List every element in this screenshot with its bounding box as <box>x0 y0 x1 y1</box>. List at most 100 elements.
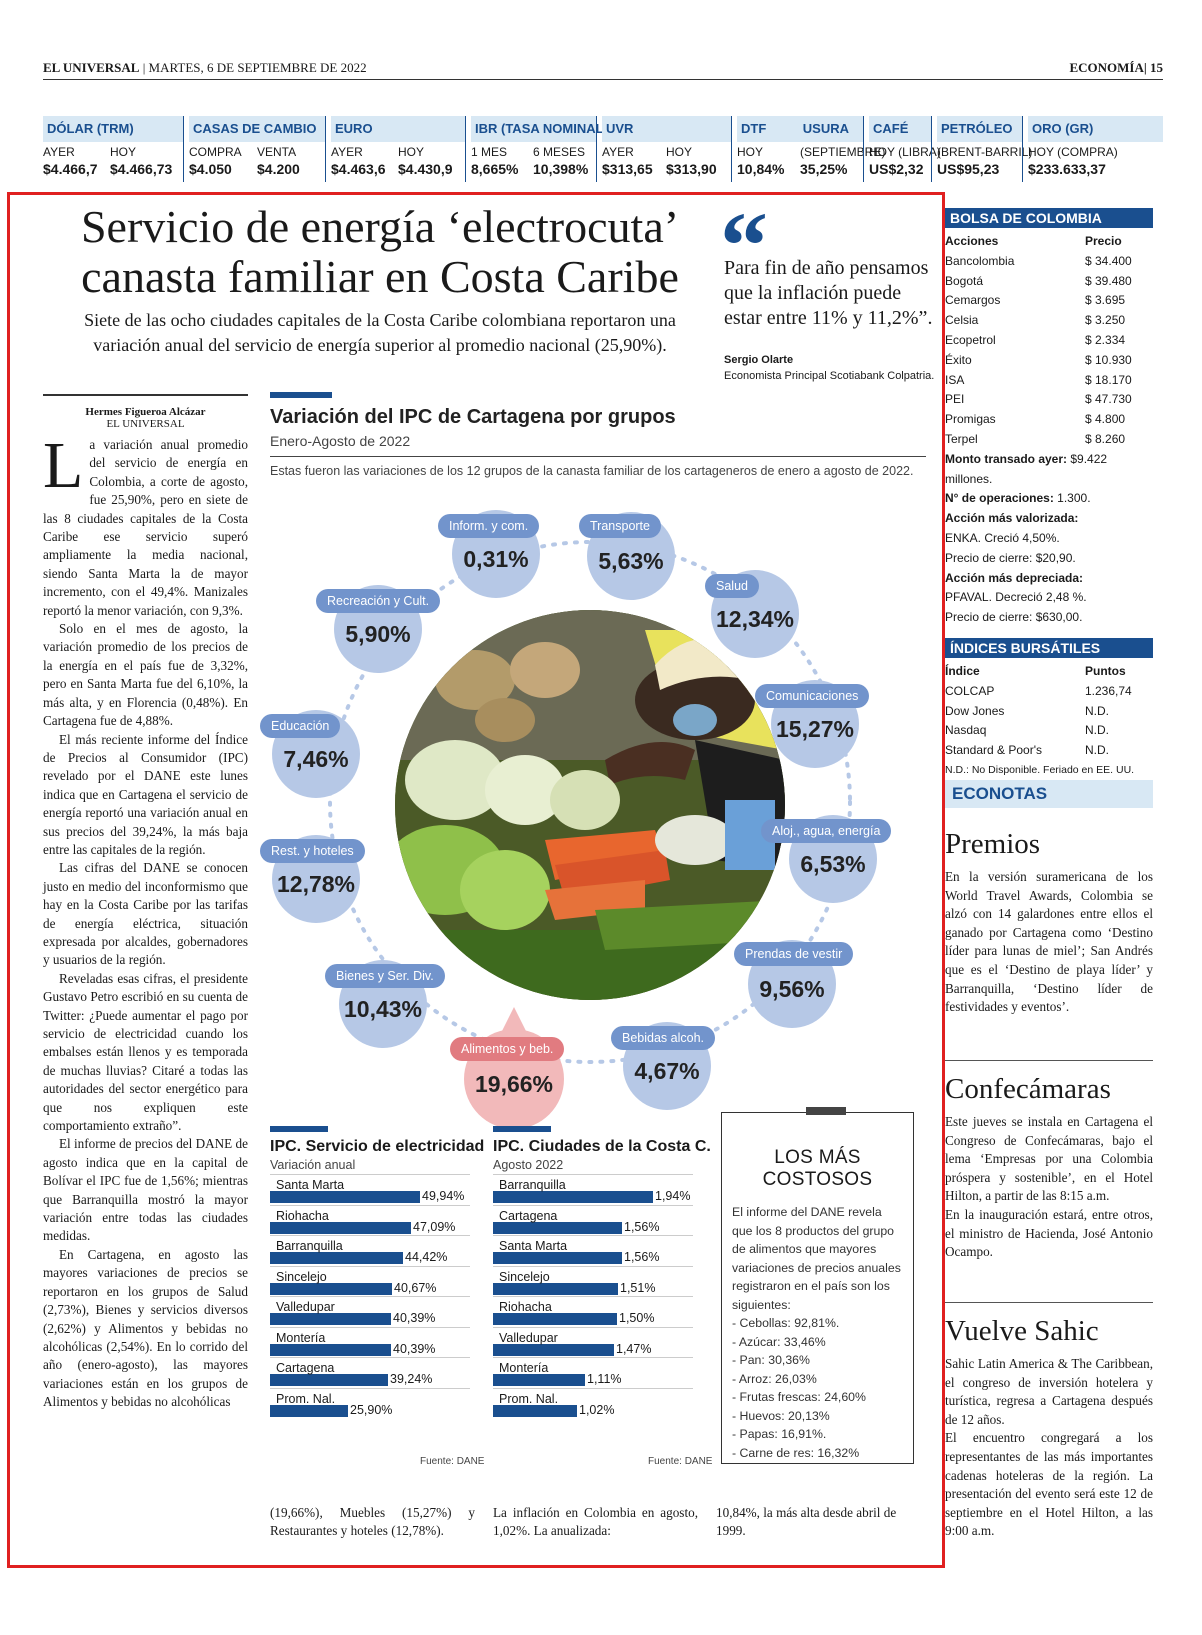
bar-category: Valledupar <box>276 1300 335 1314</box>
row-value: $ 18.170 <box>1085 372 1132 387</box>
box-item: - Azúcar: 33,46% <box>732 1334 826 1349</box>
ticker-title-text: EURO <box>335 121 373 136</box>
note-text-2: En la inauguración estará, entre otros, … <box>945 1206 1153 1260</box>
up-label-text: Acción más valorizada: <box>945 511 1079 526</box>
indices-box: ÍNDICES BURSÁTILES Índice Puntos COLCAP 1.… <box>945 637 1153 781</box>
up-close: Precio de cierre: $20,90. <box>945 550 1076 565</box>
row-value: $ 2.334 <box>1085 332 1126 347</box>
ticker-col: HOY $313,90 <box>666 142 730 177</box>
bolsa-box: BOLSA DE COLOMBIA Acciones Precio Bancolo… <box>945 208 1153 628</box>
bubble-value: 6,53% <box>800 851 866 877</box>
bar-category: Prom. Nal. <box>276 1391 336 1406</box>
ticker-title: DÓLAR (TRM) <box>43 116 183 142</box>
headline-line-1: Servicio de energía ‘electrocuta’ <box>80 201 680 252</box>
bubble-label: Salud <box>705 574 759 598</box>
bubble-value: 5,63% <box>598 548 664 574</box>
box-tab <box>806 1107 846 1115</box>
byline-name: Hermes Figueroa Alcázar <box>85 406 206 418</box>
continuation-2: La inflación en Colombia en agosto, 1,02… <box>493 1505 698 1539</box>
ops-label: N° de operaciones: <box>945 491 1054 506</box>
ticker-value: $4.430,9 <box>398 161 453 177</box>
note-premios: Premios En la versión suramericana de lo… <box>945 828 1153 1017</box>
table-row: Nasdaq N.D. <box>945 721 1153 741</box>
bar-category: Riohacha <box>499 1300 552 1314</box>
table-row: Bancolombia $ 34.400 <box>945 252 1153 272</box>
ticker-item: IBR (TASA NOMINAL) 1 MES 8,665% 6 MESES 10,3… <box>465 116 608 182</box>
ticker-sub: VENTA <box>257 145 297 159</box>
bubble-label: Recreación y Cult. <box>316 589 441 613</box>
bar-value: 25,90% <box>350 1402 393 1417</box>
most-expensive-box: LOS MÁS COSTOSOS El informe del DANE rev… <box>721 1107 914 1464</box>
bar-category: Santa Marta <box>276 1178 345 1192</box>
ticker-value: $4.050 <box>189 161 232 177</box>
ticker-title-text: DÓLAR (TRM) <box>47 121 134 136</box>
bubble-label: Bebidas alcoh. <box>611 1026 716 1050</box>
ticker-title: EURO <box>331 116 465 142</box>
paragraph-6: El informe de precios del DANE de agosto… <box>43 1136 248 1244</box>
ticker-item: UVR AYER $313,65 HOY $313,90 <box>596 116 731 182</box>
bar-row: Santa Marta 49,94% <box>270 1174 470 1205</box>
costa-cities-chart: IPC. Ciudades de la Costa C. Agosto 2022… <box>493 1126 711 1418</box>
bubble-value: 7,46% <box>283 746 349 772</box>
bar <box>270 1313 391 1325</box>
bar <box>493 1343 614 1356</box>
ticker-value: 8,665% <box>471 161 519 177</box>
row-value: $ 39.480 <box>1085 273 1132 288</box>
row-name: Bancolombia <box>945 253 1015 268</box>
byline-org: EL UNIVERSAL <box>106 418 185 430</box>
table-row: ISA $ 18.170 <box>945 371 1153 391</box>
ticker-title: ORO (GR) <box>1028 116 1163 142</box>
ticker-title-text-2: USURA <box>802 121 849 136</box>
pull-quote: Para fin de año pensamos que la inflació… <box>724 257 933 329</box>
bar-value: 1,50% <box>619 1311 655 1325</box>
up-label: Acción más valorizada: <box>945 509 1153 529</box>
indices-header-row: Índice Puntos <box>945 662 1153 682</box>
bar-category: Barranquilla <box>499 1178 566 1192</box>
down-label: Acción más depreciada: <box>945 569 1153 589</box>
ticker-title: CAFÉ <box>869 116 931 142</box>
down-text: PFAVAL. Decreció 2,48 %. <box>945 590 1087 605</box>
ticker-sub: HOY (COMPRA) <box>1028 145 1118 159</box>
ticker-value: $233.633,37 <box>1028 161 1106 177</box>
electricity-chart: IPC. Servicio de electricidad Variación … <box>270 1126 484 1418</box>
box-item: - Cebollas: 92,81%. <box>732 1316 840 1330</box>
bar-category: Prom. Nal. <box>499 1391 559 1406</box>
row-value: $ 3.250 <box>1085 313 1126 328</box>
ticker-col: COMPRA $4.050 <box>189 142 257 177</box>
col-header: Puntos <box>1085 663 1126 678</box>
ticker-item: DTF USURA HOY 10,84% (SEPTIEMBRE) 35,25% <box>731 116 885 182</box>
bar-row: Sincelejo 1,51% <box>493 1265 693 1297</box>
down-close: Precio de cierre: $630,00. <box>945 610 1083 625</box>
table-row: Bogotá $ 39.480 <box>945 272 1153 292</box>
note-sahic: Vuelve Sahic Sahic Latin America & The C… <box>945 1302 1153 1541</box>
row-name: Éxito <box>945 352 972 367</box>
note-title: Premios <box>945 828 1041 860</box>
table-row: Standard & Poor's N.D. <box>945 741 1153 761</box>
right-column: BOLSA DE COLOMBIA Acciones Precio Bancolo… <box>945 208 1153 781</box>
bar-value: 40,39% <box>393 1311 436 1325</box>
table-row: Cemargos $ 3.695 <box>945 291 1153 311</box>
bar <box>270 1404 348 1417</box>
row-value: 1.236,74 <box>1085 683 1132 698</box>
bar-category: Montería <box>276 1330 326 1345</box>
table-row: Terpel $ 8.260 <box>945 430 1153 450</box>
deck: Siete de las ocho ciudades capitales de … <box>84 310 676 355</box>
paper-name: EL UNIVERSAL <box>43 60 140 75</box>
ticker-sub: HOY <box>666 145 693 159</box>
bar-value: 40,39% <box>393 1341 436 1356</box>
ticker-item: CAFÉ HOY (LIBRA) US$2,32 <box>863 116 941 182</box>
bar-value: 40,67% <box>394 1280 437 1295</box>
note-title: Vuelve Sahic <box>945 1315 1099 1347</box>
bolsa-title: BOLSA DE COLOMBIA <box>945 208 1153 228</box>
ticker-sub: 6 MESES <box>533 145 586 159</box>
table-row: PEI $ 47.730 <box>945 390 1153 410</box>
ticker-item: PETRÓLEO (BRENT-BARRIL) US$95,23 <box>931 116 1032 182</box>
row-name: Standard & Poor's <box>945 743 1043 758</box>
chart-accent-bar <box>270 1126 328 1132</box>
bolsa-table: Acciones Precio Bancolombia $ 34.400 Bogotá… <box>945 232 1153 450</box>
note-text: Este jueves se instala en Cartagena el C… <box>945 1114 1153 1204</box>
masthead: EL UNIVERSAL | MARTES, 6 DE SEPTIEMBRE D… <box>43 60 367 76</box>
ticker-item: DÓLAR (TRM) AYER $4.466,7 HOY $4.466,73 <box>43 116 183 182</box>
note-text: Sahic Latin America & The Caribbean, el … <box>945 1356 1153 1427</box>
